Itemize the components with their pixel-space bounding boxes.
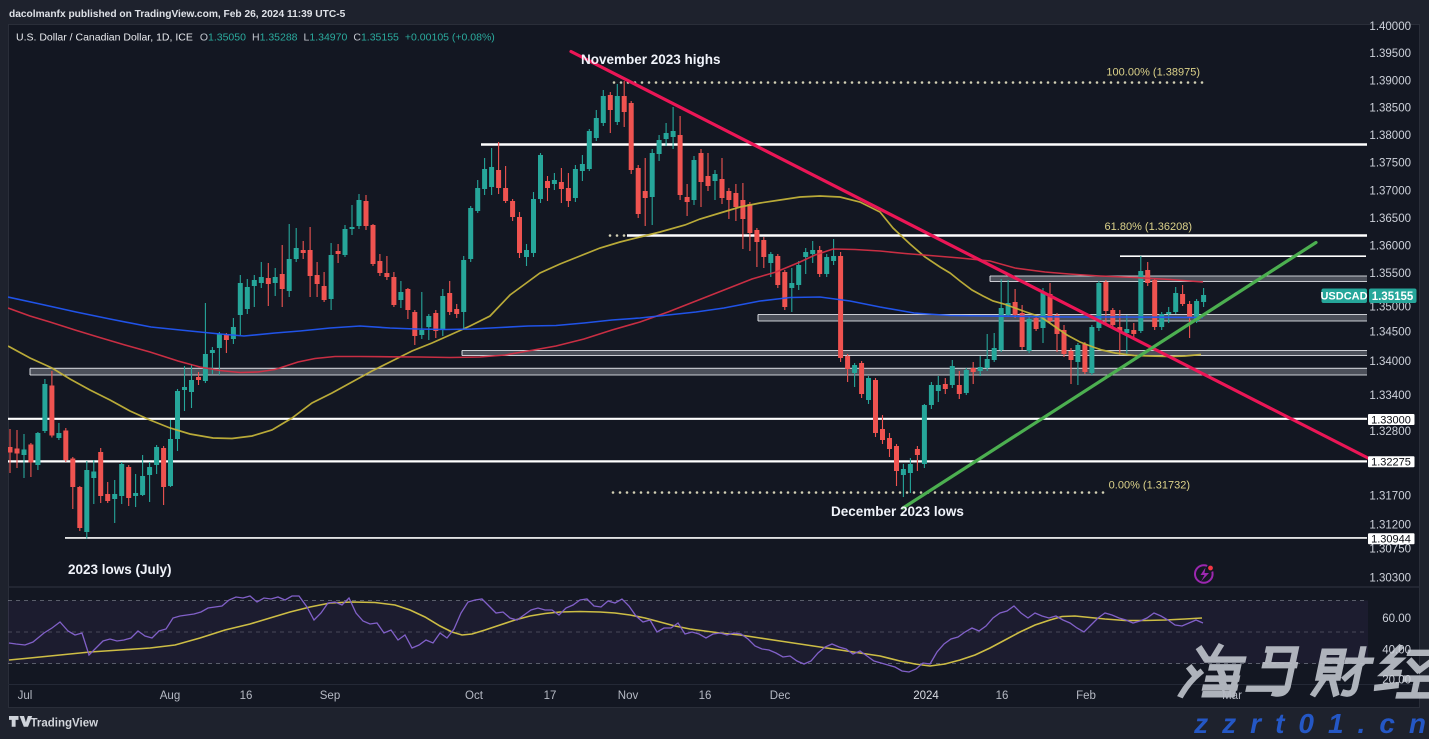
svg-text:dacolmanfx published on Tradin: dacolmanfx published on TradingView.com,… [9, 9, 346, 20]
svg-text:1.33000: 1.33000 [1371, 414, 1411, 426]
svg-text:1.39500: 1.39500 [1369, 48, 1411, 60]
svg-text:Oct: Oct [465, 690, 484, 702]
svg-text:November 2023 highs: November 2023 highs [581, 52, 721, 67]
svg-text:1.38500: 1.38500 [1369, 103, 1411, 115]
svg-text:1.37500: 1.37500 [1369, 158, 1411, 170]
svg-text:Sep: Sep [320, 690, 340, 702]
svg-text:Aug: Aug [160, 690, 180, 702]
svg-text:1.36000: 1.36000 [1369, 241, 1411, 253]
svg-text:61.80% (1.36208): 61.80% (1.36208) [1105, 221, 1192, 233]
svg-text:zzrt01.cn: zzrt01.cn [1193, 708, 1429, 739]
svg-text:2024: 2024 [913, 690, 939, 702]
svg-text:1.38000: 1.38000 [1369, 130, 1411, 142]
svg-text:Feb: Feb [1076, 690, 1096, 702]
svg-text:December 2023 lows: December 2023 lows [831, 504, 964, 519]
svg-text:1.39000: 1.39000 [1369, 76, 1411, 88]
svg-text:1.40000: 1.40000 [1369, 21, 1411, 33]
svg-text:Mar: Mar [1222, 690, 1242, 702]
svg-text:TradingView: TradingView [31, 718, 99, 730]
svg-text:17: 17 [544, 690, 557, 702]
svg-text:1.35155: 1.35155 [1372, 291, 1414, 303]
svg-text:0.00% (1.31732): 0.00% (1.31732) [1109, 480, 1190, 492]
svg-text:1.32275: 1.32275 [1371, 457, 1411, 469]
svg-text:1.31700: 1.31700 [1369, 490, 1411, 502]
svg-text:1.33400: 1.33400 [1369, 390, 1411, 402]
svg-text:60.00: 60.00 [1382, 613, 1411, 625]
svg-text:16: 16 [699, 690, 712, 702]
svg-text:1.30944: 1.30944 [1371, 534, 1411, 546]
svg-text:Dec: Dec [770, 690, 791, 702]
svg-text:1.32800: 1.32800 [1369, 426, 1411, 438]
svg-text:U.S. Dollar / Canadian Dollar,: U.S. Dollar / Canadian Dollar, 1D, ICE O1… [16, 32, 495, 44]
svg-text:1.34000: 1.34000 [1369, 356, 1411, 368]
svg-text:100.00% (1.38975): 100.00% (1.38975) [1106, 67, 1200, 79]
svg-text:USDCAD: USDCAD [1320, 291, 1367, 303]
svg-text:40.00: 40.00 [1382, 644, 1411, 656]
svg-text:1.37000: 1.37000 [1369, 186, 1411, 198]
svg-text:Jul: Jul [18, 690, 33, 702]
svg-text:1.30300: 1.30300 [1369, 572, 1411, 584]
svg-text:Nov: Nov [618, 690, 639, 702]
svg-text:1.31200: 1.31200 [1369, 520, 1411, 532]
svg-text:2023 lows (July): 2023 lows (July) [68, 562, 172, 577]
svg-text:20.00: 20.00 [1382, 675, 1411, 687]
svg-text:1.36500: 1.36500 [1369, 213, 1411, 225]
svg-text:16: 16 [996, 690, 1009, 702]
svg-text:1.30750: 1.30750 [1369, 544, 1411, 556]
svg-text:1.35000: 1.35000 [1369, 302, 1411, 314]
svg-text:1.35500: 1.35500 [1369, 268, 1411, 280]
svg-text:1.34500: 1.34500 [1369, 327, 1411, 339]
svg-text:16: 16 [240, 690, 253, 702]
